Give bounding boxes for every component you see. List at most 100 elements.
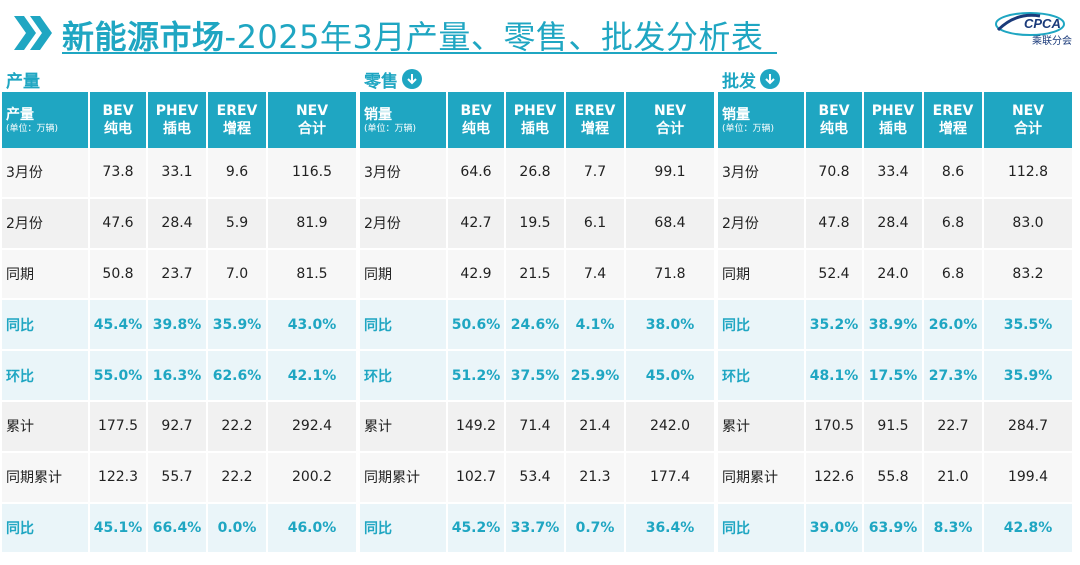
table-cell: 22.2 — [208, 452, 268, 504]
table-row: 同期累计 102.7 53.4 21.3 177.4 — [360, 452, 714, 504]
column-header-bev: BEV 纯电 — [90, 92, 148, 148]
table-cell: 81.5 — [268, 249, 356, 301]
arrow-down-circle-icon[interactable] — [402, 69, 422, 89]
table-cell: 55.8 — [864, 452, 924, 504]
unit-label: (单位：万辆) — [6, 123, 59, 134]
table-cell: 21.3 — [566, 452, 626, 504]
row-label: 同期 — [360, 249, 448, 301]
table-cell: 28.4 — [148, 198, 208, 250]
row-label: 累计 — [360, 401, 448, 453]
table-cell: 21.4 — [566, 401, 626, 453]
table-cell: 36.4% — [626, 503, 714, 555]
column-header-bottom: 合计 — [298, 121, 326, 137]
table-cell: 55.7 — [148, 452, 208, 504]
table-cell: 39.8% — [148, 300, 208, 352]
table-cell: 83.2 — [984, 249, 1072, 301]
table-cell: 0.0% — [208, 503, 268, 555]
row-label: 同比 — [718, 503, 806, 555]
table-cell: 53.4 — [506, 452, 566, 504]
logo-subtitle: 乘联分会 — [1032, 36, 1072, 47]
row-label: 同比 — [2, 503, 90, 555]
table-row: 同比 35.2% 38.9% 26.0% 35.5% — [718, 300, 1072, 352]
table-cell: 39.0% — [806, 503, 864, 555]
panel-title-text: 零售 — [364, 71, 398, 92]
table-cell: 22.2 — [208, 401, 268, 453]
table-cell: 47.6 — [90, 198, 148, 250]
corner-header: 销量 (单位：万辆) — [360, 92, 448, 148]
table-cell: 71.8 — [626, 249, 714, 301]
row-label: 同期累计 — [2, 452, 90, 504]
table-cell: 47.8 — [806, 198, 864, 250]
column-header-top: BEV — [102, 103, 134, 119]
row-label: 累计 — [718, 401, 806, 453]
table-cell: 24.0 — [864, 249, 924, 301]
column-header-top: PHEV — [871, 103, 915, 119]
cpca-logo: CPCA — [995, 12, 1065, 36]
arrow-down-circle-icon[interactable] — [760, 69, 780, 89]
table-cell: 292.4 — [268, 401, 356, 453]
table-row: 同比 50.6% 24.6% 4.1% 38.0% — [360, 300, 714, 352]
table-cell: 284.7 — [984, 401, 1072, 453]
row-label: 3月份 — [718, 148, 806, 199]
row-label: 3月份 — [360, 148, 448, 199]
row-label: 同比 — [360, 503, 448, 555]
table-cell: 45.1% — [90, 503, 148, 555]
table-row: 累计 170.5 91.5 22.7 284.7 — [718, 401, 1072, 453]
corner-label: 销量 — [722, 106, 750, 123]
column-header-bev: BEV 纯电 — [806, 92, 864, 148]
column-header-bottom: 插电 — [879, 121, 907, 137]
table-cell: 33.4 — [864, 148, 924, 199]
table-cell: 92.7 — [148, 401, 208, 453]
table-cell: 35.9% — [208, 300, 268, 352]
table-header-row: 销量 (单位：万辆) BEV 纯电 PHEV 插电 EREV 增程 NEV 合计 — [718, 92, 1072, 148]
table-cell: 23.7 — [148, 249, 208, 301]
data-table: 产量 (单位：万辆) BEV 纯电 PHEV 插电 EREV 增程 NEV 合计 3月份 73.8 33… — [2, 92, 356, 555]
column-header-bottom: 纯电 — [104, 121, 132, 137]
column-header-erev: EREV 增程 — [566, 92, 626, 148]
table-row: 3月份 73.8 33.1 9.6 116.5 — [2, 148, 356, 199]
unit-label: (单位：万辆) — [364, 123, 417, 134]
table-cell: 102.7 — [448, 452, 506, 504]
row-label: 同期累计 — [718, 452, 806, 504]
table-row: 3月份 70.8 33.4 8.6 112.8 — [718, 148, 1072, 199]
table-row: 同比 39.0% 63.9% 8.3% 42.8% — [718, 503, 1072, 555]
table-cell: 73.8 — [90, 148, 148, 199]
table-header-row: 销量 (单位：万辆) BEV 纯电 PHEV 插电 EREV 增程 NEV 合计 — [360, 92, 714, 148]
table-row: 同比 45.2% 33.7% 0.7% 36.4% — [360, 503, 714, 555]
panel-1: 零售 销量 (单位：万辆) BEV 纯电 PHEV 插电 EREV 增程 NEV 合计 3月份 64.6… — [360, 66, 714, 555]
table-cell: 8.6 — [924, 148, 984, 199]
column-header-top: EREV — [932, 103, 974, 119]
row-label: 2月份 — [718, 198, 806, 250]
column-header-top: BEV — [460, 103, 492, 119]
column-header-bottom: 合计 — [1014, 121, 1042, 137]
table-cell: 33.1 — [148, 148, 208, 199]
column-header-erev: EREV 增程 — [924, 92, 984, 148]
table-cell: 21.0 — [924, 452, 984, 504]
corner-label: 销量 — [364, 106, 392, 123]
corner-label: 产量 — [6, 106, 34, 123]
table-cell: 50.8 — [90, 249, 148, 301]
table-row: 环比 51.2% 37.5% 25.9% 45.0% — [360, 351, 714, 402]
column-header-top: NEV — [295, 103, 329, 119]
table-cell: 177.5 — [90, 401, 148, 453]
panel-title: 零售 — [360, 66, 714, 92]
column-header-top: PHEV — [155, 103, 199, 119]
table-row: 环比 55.0% 16.3% 62.6% 42.1% — [2, 351, 356, 402]
column-header-bottom: 纯电 — [462, 121, 490, 137]
panel-2: 批发 销量 (单位：万辆) BEV 纯电 PHEV 插电 EREV 增程 NEV 合计 3月份 70.8… — [718, 66, 1072, 555]
table-cell: 8.3% — [924, 503, 984, 555]
table-cell: 116.5 — [268, 148, 356, 199]
page-title: 新能源市场-2025年3月产量、零售、批发分析表 — [62, 18, 764, 56]
page-header: 新能源市场-2025年3月产量、零售、批发分析表 CPCA 乘联分会 — [0, 0, 1080, 62]
corner-header: 销量 (单位：万辆) — [718, 92, 806, 148]
table-cell: 7.7 — [566, 148, 626, 199]
table-cell: 25.9% — [566, 351, 626, 402]
column-header-erev: EREV 增程 — [208, 92, 268, 148]
table-cell: 42.8% — [984, 503, 1072, 555]
column-header-bottom: 插电 — [521, 121, 549, 137]
table-cell: 37.5% — [506, 351, 566, 402]
table-cell: 0.7% — [566, 503, 626, 555]
table-cell: 199.4 — [984, 452, 1072, 504]
column-header-top: NEV — [653, 103, 687, 119]
table-cell: 17.5% — [864, 351, 924, 402]
